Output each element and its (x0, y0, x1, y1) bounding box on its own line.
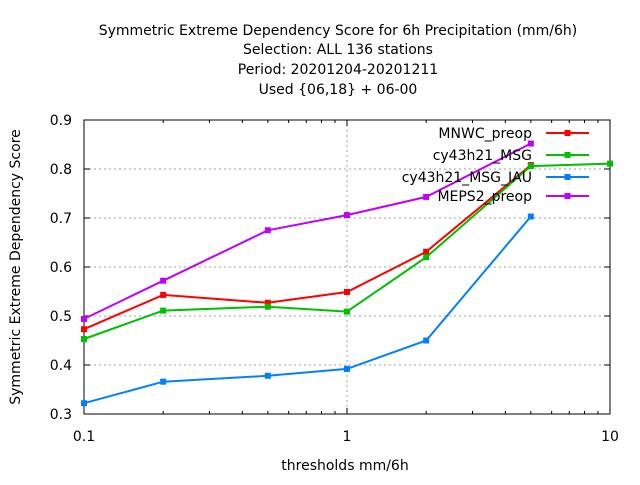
data-point (423, 193, 430, 200)
legend-swatch-marker (564, 174, 571, 180)
y-tick-label: 0.4 (50, 358, 72, 374)
data-point (264, 303, 271, 310)
data-point (344, 288, 350, 295)
data-point (160, 307, 167, 314)
series-cy43h21_MSG (81, 160, 613, 343)
data-point (423, 248, 430, 255)
series-line (83, 215, 532, 405)
legend: MNWC_preop cy43h21_MSG cy43h21_MSG_IAU MEPS… (402, 126, 589, 205)
data-point (81, 336, 87, 343)
x-tick-label: 1 (343, 429, 352, 445)
data-point (160, 277, 167, 284)
legend-swatch-marker (564, 193, 571, 199)
series-cy43h21_MSG_IAU (81, 213, 534, 407)
series-MNWC_preop (81, 162, 534, 333)
legend-swatch-marker (564, 152, 571, 158)
y-tick-label: 0.3 (50, 407, 72, 423)
legend-label: cy43h21_MSG_IAU (402, 170, 532, 186)
data-point (160, 378, 167, 385)
legend-swatch-marker (564, 130, 571, 136)
title-line-2: Selection: ALL 136 stations (243, 42, 433, 58)
data-point (81, 400, 87, 407)
data-point (527, 213, 534, 220)
axis-ticks (83, 119, 611, 415)
data-point (264, 227, 271, 234)
y-tick-label: 0.8 (50, 162, 72, 178)
grid (84, 120, 610, 414)
series-MEPS2_preop (81, 140, 534, 322)
data-point (344, 308, 350, 315)
data-point (423, 337, 430, 344)
legend-label: cy43h21_MSG (433, 148, 532, 164)
data-point (81, 315, 87, 322)
x-tick-label: 10 (601, 429, 619, 445)
data-point (264, 372, 271, 379)
tick-labels: 0.3 0.4 0.5 0.6 0.7 0.8 0.9 0.1 1 10 (50, 113, 619, 445)
legend-label: MNWC_preop (438, 126, 532, 142)
y-tick-label: 0.6 (50, 260, 72, 276)
series (81, 140, 613, 407)
series-line (83, 142, 532, 320)
y-tick-label: 0.9 (50, 113, 72, 129)
data-point (344, 212, 350, 219)
data-point (264, 299, 271, 306)
series-line (83, 164, 532, 331)
x-tick-label: 0.1 (73, 429, 95, 445)
title-line-3: Period: 20201204-20201211 (238, 62, 438, 78)
data-point (344, 365, 350, 372)
title-line-1: Symmetric Extreme Dependency Score for 6… (99, 23, 578, 39)
data-point (423, 254, 430, 261)
title-line-4: Used {06,18} + 06-00 (259, 82, 418, 98)
data-point (607, 160, 613, 167)
chart-title: Symmetric Extreme Dependency Score for 6… (99, 23, 578, 98)
x-axis-label: thresholds mm/6h (281, 458, 408, 474)
data-point (160, 291, 167, 298)
data-point (527, 163, 534, 170)
y-axis-label: Symmetric Extreme Dependency Score (8, 129, 24, 405)
data-point (81, 326, 87, 333)
y-tick-label: 0.5 (50, 309, 72, 325)
y-tick-label: 0.7 (50, 211, 72, 227)
data-point (527, 140, 534, 147)
legend-label: MEPS2_preop (437, 189, 532, 205)
